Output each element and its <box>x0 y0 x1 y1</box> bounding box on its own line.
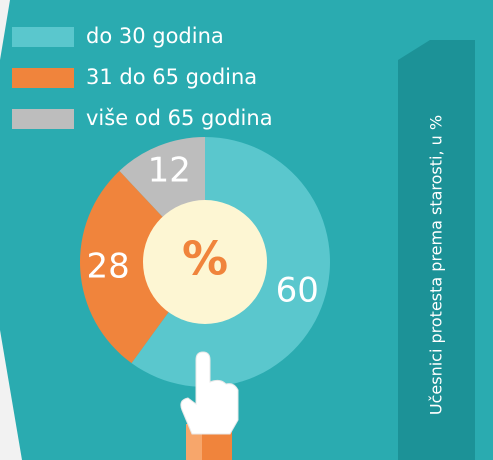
data-label: 28 <box>87 247 130 287</box>
side-bar <box>398 40 475 460</box>
legend-label: do 30 godina <box>86 24 224 48</box>
legend-label: više od 65 godina <box>86 106 273 130</box>
legend-swatch <box>12 109 74 129</box>
side-title: Učesnici protesta prema starosti, u % <box>427 115 446 415</box>
corner-shape <box>0 0 10 60</box>
pie-slice <box>79 170 205 364</box>
legend-label: 31 do 65 godina <box>86 65 257 89</box>
hand-icon <box>180 351 239 460</box>
pie-center <box>143 200 267 324</box>
center-label: % <box>182 232 228 286</box>
data-label: 12 <box>148 150 191 190</box>
corner-shape <box>0 330 22 460</box>
data-label: 60 <box>276 270 319 310</box>
legend: do 30 godina 31 do 65 godina više od 65 go… <box>12 24 273 130</box>
legend-swatch <box>12 27 74 47</box>
legend-swatch <box>12 68 74 88</box>
